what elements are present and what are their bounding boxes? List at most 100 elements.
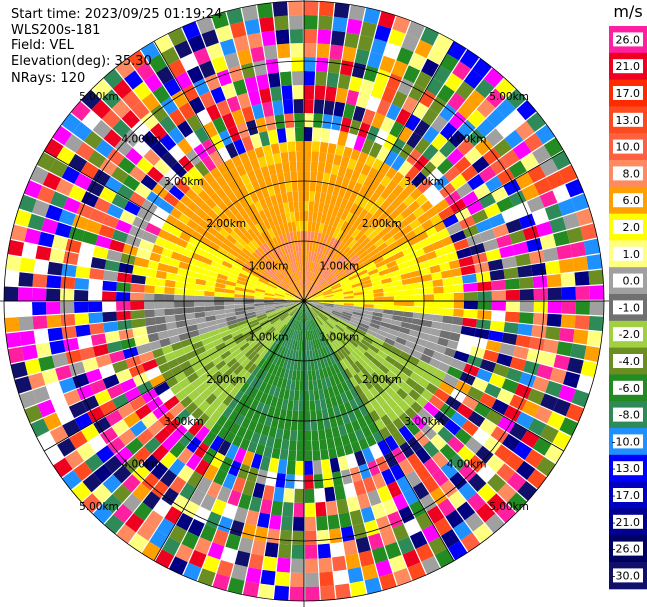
velocity-gate	[503, 322, 519, 334]
velocity-gate	[224, 288, 235, 294]
velocity-gate	[197, 327, 209, 335]
azimuth-line	[43, 300, 305, 452]
velocity-gate	[233, 506, 249, 524]
velocity-gate	[364, 261, 376, 269]
velocity-gate	[329, 279, 339, 286]
velocity-gate	[300, 301, 304, 311]
colorbar-tick-bg	[613, 32, 643, 47]
velocity-gate	[313, 303, 324, 308]
velocity-gate	[408, 355, 420, 366]
velocity-gate	[224, 52, 240, 69]
velocity-gate	[176, 237, 188, 249]
velocity-gate	[76, 384, 94, 401]
velocity-gate	[327, 275, 337, 284]
velocity-gate	[154, 34, 174, 54]
velocity-gate	[293, 261, 298, 273]
velocity-gate	[244, 309, 256, 314]
velocity-gate	[253, 328, 264, 337]
velocity-gate	[373, 382, 385, 394]
velocity-gate	[124, 200, 141, 216]
velocity-gate	[327, 386, 335, 398]
velocity-gate	[282, 429, 291, 441]
velocity-gate	[314, 317, 321, 327]
velocity-gate	[185, 132, 201, 149]
velocity-gate	[313, 297, 324, 300]
velocity-gate	[217, 439, 232, 457]
velocity-gate	[316, 253, 322, 264]
velocity-gate	[572, 329, 589, 345]
colorbar-tick-label: -4.0	[619, 355, 640, 368]
velocity-gate	[338, 512, 352, 529]
ring-label: 1.00km	[249, 261, 289, 273]
velocity-gate	[318, 557, 333, 573]
velocity-gate	[344, 265, 355, 274]
velocity-gate	[234, 241, 245, 251]
velocity-gate	[402, 549, 421, 568]
velocity-gate	[247, 350, 258, 361]
velocity-gate	[412, 101, 429, 120]
velocity-gate	[279, 449, 289, 461]
velocity-gate	[81, 230, 99, 246]
velocity-gate	[193, 78, 210, 97]
velocity-gate	[442, 315, 454, 324]
velocity-gate	[7, 346, 25, 364]
velocity-gate	[304, 420, 311, 431]
velocity-gate	[191, 407, 204, 420]
velocity-gate	[375, 456, 390, 473]
velocity-gate	[304, 301, 314, 305]
velocity-gate	[240, 173, 251, 186]
velocity-gate	[221, 333, 233, 342]
azimuth-line	[303, 300, 565, 452]
velocity-gate	[275, 397, 284, 409]
velocity-gate	[323, 306, 333, 311]
velocity-gate	[485, 340, 502, 353]
velocity-gate	[348, 191, 359, 203]
velocity-gate	[221, 82, 237, 100]
velocity-gate	[191, 230, 204, 241]
velocity-gate	[263, 383, 272, 395]
velocity-gate	[539, 234, 557, 250]
velocity-gate	[218, 326, 230, 334]
velocity-gate	[324, 246, 332, 257]
velocity-gate	[291, 262, 297, 273]
velocity-gate	[238, 322, 250, 330]
velocity-gate	[450, 358, 467, 372]
colorbar-tick-bg	[613, 300, 643, 315]
velocity-gate	[356, 247, 366, 257]
velocity-gate	[275, 193, 283, 205]
velocity-gate	[158, 362, 171, 374]
velocity-gate	[270, 143, 280, 155]
velocity-gate	[278, 284, 288, 291]
velocity-gate	[133, 502, 153, 522]
velocity-gate	[225, 533, 241, 551]
velocity-gate	[244, 194, 254, 206]
velocity-gate	[19, 257, 36, 273]
velocity-gate	[249, 214, 259, 226]
velocity-gate	[332, 385, 340, 396]
velocity-gate	[398, 143, 414, 160]
colorbar-tick-label: 2.0	[623, 221, 641, 234]
velocity-gate	[301, 301, 304, 311]
velocity-gate	[132, 216, 149, 231]
velocity-gate	[268, 385, 277, 397]
velocity-gate	[457, 445, 475, 463]
velocity-gate	[168, 258, 181, 268]
ring-label: 5.00km	[79, 91, 119, 103]
velocity-gate	[412, 206, 425, 219]
velocity-gate	[552, 398, 572, 417]
velocity-gate	[60, 301, 75, 314]
velocity-gate	[64, 133, 84, 153]
velocity-gate	[343, 401, 353, 413]
velocity-gate	[286, 338, 292, 349]
velocity-gate	[277, 286, 287, 292]
velocity-gate	[92, 168, 111, 186]
velocity-gate	[400, 272, 412, 280]
velocity-gate	[316, 515, 329, 531]
velocity-gate	[304, 261, 306, 272]
velocity-gate	[547, 287, 562, 300]
velocity-gate	[483, 436, 502, 454]
velocity-gate	[304, 370, 309, 381]
velocity-gate	[384, 204, 396, 216]
velocity-gate	[312, 211, 318, 222]
velocity-gate	[167, 265, 179, 274]
